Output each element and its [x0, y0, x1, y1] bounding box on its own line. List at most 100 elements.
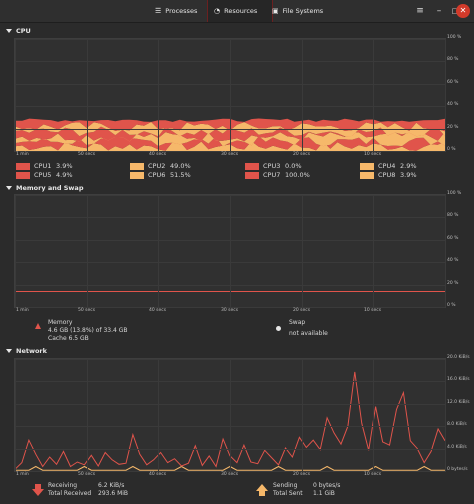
- swap-value: not available: [289, 330, 328, 337]
- x-tick-label: 40 secs: [149, 472, 167, 477]
- receiving-info: Receiving 6.2 KiB/s Total Received 293.6 M…: [48, 482, 128, 498]
- cpu-color-swatch[interactable]: [360, 162, 374, 170]
- grid-line: [445, 195, 446, 307]
- swap-label: Swap: [289, 319, 306, 326]
- cpu-legend-item: CPU8 3.9%: [360, 171, 428, 179]
- cpu-color-swatch[interactable]: [245, 171, 259, 179]
- cpu-color-swatch[interactable]: [130, 171, 144, 179]
- cpu-value: 51.5%: [170, 171, 191, 179]
- tab-resources[interactable]: ◔ Resources: [207, 0, 273, 22]
- grid-line: [445, 39, 446, 151]
- cpu-color-swatch[interactable]: [360, 171, 374, 179]
- grid-line: [15, 151, 445, 152]
- tab-processes[interactable]: ☰ Processes: [155, 0, 205, 22]
- y-tick-label: 100 %: [447, 191, 462, 196]
- grid-line: [302, 39, 303, 151]
- network-section-header[interactable]: Network: [6, 347, 47, 355]
- cpu-name: CPU4: [378, 162, 396, 170]
- cpu-graph: [14, 38, 446, 152]
- cpu-legend-item: CPU7 100.0%: [245, 171, 313, 179]
- grid-line: [373, 39, 374, 151]
- x-tick-label: 50 secs: [78, 472, 96, 477]
- grid-line: [158, 195, 159, 307]
- grid-line: [15, 307, 445, 308]
- cpu-color-swatch[interactable]: [130, 162, 144, 170]
- memory-cache: Cache 6.5 GB: [48, 335, 89, 342]
- cpu-legend-item: CPU2 49.0%: [130, 162, 198, 170]
- cpu-value: 0.0%: [285, 162, 302, 170]
- memory-section-header[interactable]: Memory and Swap: [6, 184, 83, 192]
- total-received-value: 293.6 MiB: [98, 490, 129, 497]
- x-tick-label: 10 secs: [364, 472, 382, 477]
- x-tick-label: 30 secs: [221, 472, 239, 477]
- receiving-value: 6.2 KiB/s: [98, 482, 125, 489]
- close-icon[interactable]: ✕: [456, 4, 470, 18]
- sending-value: 0 bytes/s: [313, 482, 341, 489]
- cpu-usage-band: [15, 131, 445, 147]
- network-title: Network: [16, 347, 47, 355]
- maximize-icon[interactable]: □: [451, 7, 459, 15]
- cpu-value: 3.9%: [56, 162, 73, 170]
- grid-line: [15, 195, 16, 307]
- tab-file-systems-label: File Systems: [282, 7, 324, 15]
- x-tick-label: 1 min: [16, 152, 29, 157]
- memory-info: Memory 4.6 GB (13.8%) of 33.4 GB Cache 6…: [48, 319, 128, 343]
- cpu-value: 100.0%: [285, 171, 310, 179]
- gauge-icon: ◔: [214, 7, 221, 15]
- memory-title: Memory and Swap: [16, 184, 84, 192]
- receiving-label: Receiving: [48, 482, 78, 489]
- y-tick-label: 16.0 KiB/s: [447, 377, 470, 382]
- total-received-label: Total Received: [48, 490, 92, 497]
- cpu-name: CPU1: [34, 162, 52, 170]
- x-tick-label: 50 secs: [78, 152, 96, 157]
- download-arrow-icon: [32, 484, 44, 498]
- y-tick-label: 8.0 KiB/s: [447, 422, 467, 427]
- cpu-name: CPU6: [148, 171, 166, 179]
- y-tick-label: 0 %: [447, 303, 456, 308]
- x-tick-label: 10 secs: [364, 152, 382, 157]
- cpu-name: CPU7: [263, 171, 281, 179]
- grid-line: [302, 359, 303, 471]
- memory-graph: [14, 194, 446, 308]
- cpu-legend-item: CPU4 2.9%: [360, 162, 428, 170]
- x-tick-label: 10 secs: [364, 308, 382, 313]
- grid-line: [158, 359, 159, 471]
- y-tick-label: 40 %: [447, 102, 459, 107]
- header-bar: ☰ Processes ◔ Resources ▣ File Systems ≡…: [0, 0, 474, 23]
- expander-icon: [6, 349, 12, 353]
- total-sent-label: Total Sent: [273, 490, 303, 497]
- x-tick-label: 40 secs: [149, 308, 167, 313]
- y-tick-label: 4.0 KiB/s: [447, 445, 467, 450]
- minimize-icon[interactable]: –: [436, 6, 442, 16]
- menu-icon[interactable]: ≡: [416, 6, 424, 16]
- cpu-legend-item: CPU1 3.9%: [16, 162, 84, 170]
- memory-value: 4.6 GB (13.8%) of 33.4 GB: [48, 327, 128, 334]
- tab-file-systems[interactable]: ▣ File Systems: [272, 0, 332, 22]
- grid-line: [445, 359, 446, 471]
- cpu-name: CPU3: [263, 162, 281, 170]
- cpu-section-header[interactable]: CPU: [6, 27, 31, 35]
- y-tick-label: 0 bytes/s: [447, 467, 468, 472]
- cpu-value: 49.0%: [170, 162, 191, 170]
- cpu-color-swatch[interactable]: [16, 162, 30, 170]
- x-tick-label: 20 secs: [293, 152, 311, 157]
- tab-processes-label: Processes: [165, 7, 198, 15]
- grid-line: [230, 359, 231, 471]
- grid-line: [87, 39, 88, 151]
- grid-line: [87, 195, 88, 307]
- cpu-color-swatch[interactable]: [16, 171, 30, 179]
- cpu-legend-item: CPU5 4.9%: [16, 171, 84, 179]
- x-tick-label: 30 secs: [221, 152, 239, 157]
- cpu-value: 4.9%: [56, 171, 73, 179]
- cpu-legend-item: CPU6 51.5%: [130, 171, 198, 179]
- total-sent-value: 1.1 GiB: [313, 490, 335, 497]
- cpu-name: CPU2: [148, 162, 166, 170]
- tab-resources-label: Resources: [224, 7, 258, 15]
- grid-line: [87, 359, 88, 471]
- cpu-color-swatch[interactable]: [245, 162, 259, 170]
- y-tick-label: 80 %: [447, 213, 459, 218]
- expander-icon: [6, 186, 12, 190]
- cpu-legend-item: CPU3 0.0%: [245, 162, 313, 170]
- y-tick-label: 0 %: [447, 147, 456, 152]
- cpu-value: 2.9%: [400, 162, 417, 170]
